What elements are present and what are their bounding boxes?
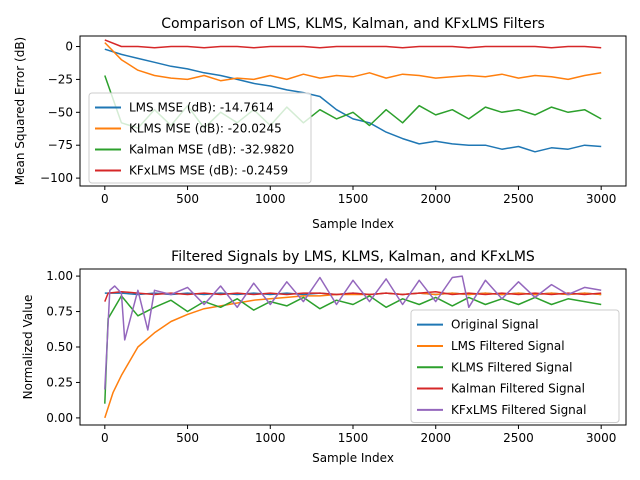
chart-top-y-tick-label: 0 [65, 40, 73, 54]
chart-bottom-y-axis-title: Normalized Value [21, 295, 35, 400]
chart-bottom-y-tick-label: 0.25 [46, 375, 73, 389]
chart-bottom-y-tick-label: 0.75 [46, 305, 73, 319]
chart-bottom-legend: Original Signal LMS Filtered Signal KLMS F… [410, 309, 620, 423]
chart-bottom-x-tick-label: 0 [101, 431, 109, 445]
chart-bottom-x-tick-label: 1000 [255, 431, 286, 445]
chart-bottom-legend-label: KLMS Filtered Signal [451, 360, 572, 374]
chart-bottom: Filtered Signals by LMS, KLMS, Kalman, a… [21, 249, 627, 465]
chart-top-x-tick-label: 500 [176, 192, 199, 206]
chart-bottom-x-tick-label: 3000 [586, 431, 617, 445]
chart-top-y-tick-label: −50 [48, 105, 73, 119]
chart-bottom-y-axis: 0.00 0.25 0.50 0.75 1.00 [46, 269, 80, 425]
chart-bottom-legend-label: Original Signal [451, 318, 539, 332]
chart-top-y-tick-label: −100 [40, 171, 73, 185]
chart-bottom-x-tick-label: 2000 [420, 431, 451, 445]
chart-top-series-line-1 [104, 42, 602, 82]
chart-top: Comparison of LMS, KLMS, Kalman, and KFx… [13, 16, 627, 231]
chart-top-x-tick-label: 0 [101, 192, 109, 206]
chart-top-title: Comparison of LMS, KLMS, Kalman, and KFx… [161, 16, 545, 32]
chart-top-x-tick-label: 2500 [503, 192, 534, 206]
chart-top-x-axis-title: Sample Index [312, 217, 394, 231]
chart-top-x-tick-label: 1500 [338, 192, 369, 206]
chart-top-legend-label: LMS MSE (dB): -14.7614 [129, 101, 274, 115]
chart-top-series-line-3 [104, 39, 602, 49]
chart-bottom-title: Filtered Signals by LMS, KLMS, Kalman, a… [171, 249, 535, 265]
chart-top-x-tick-label: 1000 [255, 192, 286, 206]
chart-top-series-line-0 [104, 48, 602, 153]
chart-bottom-legend-label: KFxLMS Filtered Signal [451, 403, 586, 417]
chart-top-legend: LMS MSE (dB): -14.7614 KLMS MSE (dB): -20… [88, 92, 312, 184]
chart-top-y-tick-label: −75 [48, 138, 73, 152]
chart-top-y-axis-title: Mean Squared Error (dB) [13, 37, 27, 185]
chart-top-y-tick-label: −25 [48, 72, 73, 86]
chart-bottom-y-tick-label: 0.00 [46, 411, 73, 425]
chart-bottom-legend-label: Kalman Filtered Signal [451, 382, 585, 396]
chart-bottom-x-axis-title: Sample Index [312, 451, 394, 465]
chart-bottom-y-tick-label: 0.50 [46, 340, 73, 354]
chart-bottom-legend-box [410, 309, 620, 423]
chart-bottom-series-group [104, 275, 602, 419]
chart-top-legend-label: KLMS MSE (dB): -20.0245 [129, 122, 282, 136]
chart-bottom-x-tick-label: 1500 [338, 431, 369, 445]
chart-bottom-x-axis: 0 500 1000 1500 2000 2500 3000 [101, 425, 616, 445]
chart-top-legend-label: Kalman MSE (dB): -32.9820 [129, 143, 294, 157]
chart-bottom-y-tick-label: 1.00 [46, 269, 73, 283]
chart-bottom-legend-label: LMS Filtered Signal [451, 339, 565, 353]
chart-top-x-axis: 0 500 1000 1500 2000 2500 3000 [101, 186, 616, 206]
chart-top-y-axis: 0 −25 −50 −75 −100 [40, 40, 80, 185]
chart-bottom-series-line-2 [104, 295, 602, 404]
chart-top-legend-box [88, 92, 312, 184]
chart-top-x-tick-label: 3000 [586, 192, 617, 206]
chart-top-x-tick-label: 2000 [420, 192, 451, 206]
chart-bottom-series-line-4 [104, 275, 602, 390]
chart-bottom-x-tick-label: 500 [176, 431, 199, 445]
chart-top-legend-label: KFxLMS MSE (dB): -0.2459 [129, 164, 288, 178]
chart-bottom-x-tick-label: 2500 [503, 431, 534, 445]
